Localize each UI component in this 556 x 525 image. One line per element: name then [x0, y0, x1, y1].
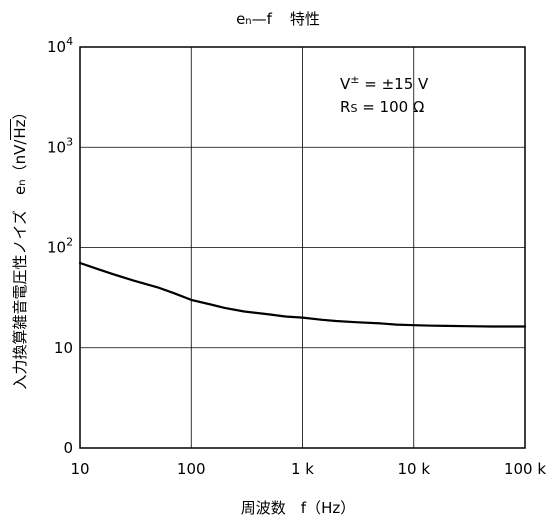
annotation-r: R [340, 98, 351, 116]
y-tick-label: 102 [47, 236, 73, 257]
x-tick-label: 100 k [504, 460, 546, 478]
ylabel-sqrt-hz: Hz [10, 119, 29, 140]
annotation-r-value: = 100 Ω [357, 98, 425, 116]
y-tick-label: 104 [47, 35, 73, 56]
x-tick-label: 100 [177, 460, 206, 478]
y-tick-labels: 0 10 102 103 104 [47, 35, 73, 457]
annotation-v-sup: ± [350, 73, 360, 86]
title-tail: 特性 [289, 10, 320, 28]
annotation-r-sub: S [350, 102, 358, 115]
annotation-source-resistance: RS = 100 Ω [340, 98, 424, 116]
noise-curve [78, 261, 527, 328]
plot-frame [79, 46, 526, 449]
x-axis-label: 周波数 f（Hz） [240, 499, 356, 517]
title-e: e [236, 10, 246, 28]
annotation-v-value: = ±15 V [359, 75, 429, 93]
y-tick-label: 103 [47, 135, 73, 156]
y-tick-label: 0 [63, 439, 73, 457]
ylabel-prefix: 入力換算雑音電圧性ノイズ e [11, 185, 29, 390]
ylabel-unit-close: ） [11, 104, 29, 120]
y-axis-label: 入力換算雑音電圧性ノイズ en（nV/Hz） [10, 37, 30, 457]
y-tick-label: 10 [54, 339, 73, 357]
annotation-supply-voltage: V± = ±15 V [340, 73, 428, 93]
x-tick-label: 10 k [397, 460, 430, 478]
ylabel-subscript: n [17, 179, 28, 186]
chart-title: en—f 特性 [0, 8, 556, 29]
grid [80, 47, 525, 448]
x-tick-labels: 10 100 1 k 10 k 100 k [70, 460, 546, 478]
ylabel-unit-open: （nV/ [11, 139, 29, 180]
title-e-subscript: n [245, 16, 252, 27]
x-tick-label: 1 k [291, 460, 314, 478]
curve-layer [78, 261, 527, 328]
title-rest: —f [251, 10, 272, 28]
annotation-v: V [340, 75, 351, 93]
x-tick-label: 10 [70, 460, 89, 478]
